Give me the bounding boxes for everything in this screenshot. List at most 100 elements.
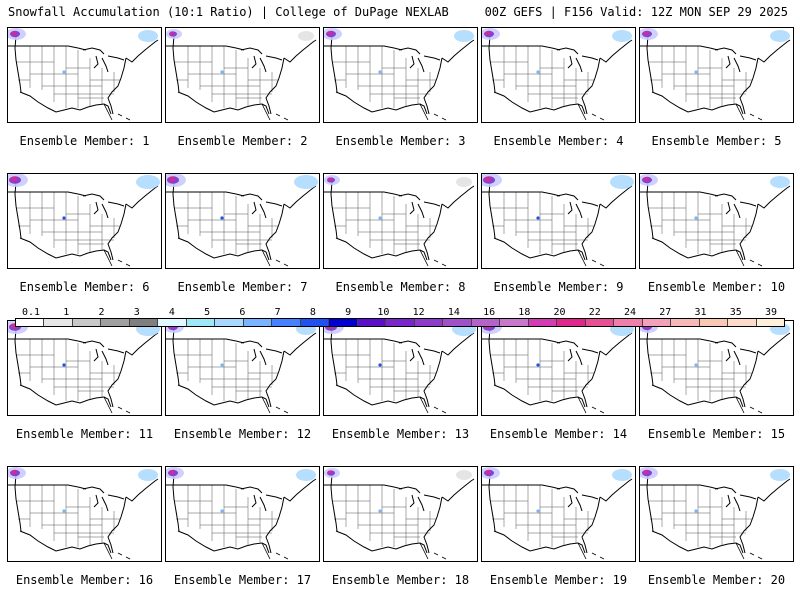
legend-swatch: [585, 319, 615, 326]
legend-tick-label: 35: [729, 307, 742, 318]
snowfall-shading: [166, 29, 314, 74]
legend-tick-label: 12: [412, 307, 425, 318]
ensemble-member-label: Ensemble Member: 16: [15, 573, 154, 587]
ensemble-member-label: Ensemble Member: 4: [493, 134, 624, 148]
legend-swatch: [614, 319, 643, 326]
legend-swatch: [671, 319, 700, 326]
ensemble-member-label: Ensemble Member: 13: [331, 427, 470, 441]
ensemble-member-map: [323, 466, 478, 562]
ensemble-member-label: Ensemble Member: 17: [173, 573, 312, 587]
ensemble-member-map: [639, 27, 794, 123]
legend-tick-label: 20: [553, 307, 566, 318]
legend-swatch: [101, 319, 130, 326]
legend-color-bar: [15, 318, 785, 327]
ensemble-member-label: Ensemble Member: 15: [647, 427, 786, 441]
snowfall-shading: [324, 468, 472, 513]
legend-swatch: [557, 319, 586, 326]
legend-swatch: [471, 319, 501, 326]
snowfall-shading: [8, 467, 158, 513]
legend-tick-label: 10: [377, 307, 390, 318]
ensemble-member-label: Ensemble Member: 10: [647, 280, 786, 294]
snowfall-legend: 0.1 1 2 3 4 5 6 7 8 9 10 12 14 16 18 20 22 24 27 31 35 39: [15, 308, 785, 338]
ensemble-member-label: Ensemble Member: 18: [331, 573, 470, 587]
snowfall-shading: [482, 28, 632, 74]
ensemble-member-label: Ensemble Member: 19: [489, 573, 628, 587]
ensemble-member-map: [639, 466, 794, 562]
ensemble-member-map: [7, 466, 162, 562]
legend-swatch: [414, 319, 444, 326]
ensemble-member-label: Ensemble Member: 9: [493, 280, 624, 294]
legend-tick-label: 4: [168, 307, 175, 318]
snowfall-shading: [166, 467, 316, 513]
snowfall-shading: [166, 174, 318, 220]
ensemble-member-map: [323, 27, 478, 123]
legend-tick-label: 8: [309, 307, 316, 318]
legend-tick-label: 22: [588, 307, 601, 318]
map-title: Snowfall Accumulation (10:1 Ratio) | Col…: [8, 5, 449, 19]
legend-swatch: [642, 319, 672, 326]
legend-swatch: [728, 319, 757, 326]
snowfall-shading: [640, 174, 790, 220]
ensemble-member-map: [165, 320, 320, 416]
ensemble-member-map: [639, 173, 794, 269]
ensemble-member-label: Ensemble Member: 20: [647, 573, 786, 587]
legend-swatch: [44, 319, 73, 326]
legend-swatch: [215, 319, 244, 326]
legend-swatch: [756, 319, 785, 326]
ensemble-member-map: [7, 27, 162, 123]
ensemble-member-label: Ensemble Member: 14: [489, 427, 628, 441]
legend-tick-label: 24: [624, 307, 637, 318]
legend-tick-label: 39: [764, 307, 778, 318]
ensemble-member-map: [481, 27, 636, 123]
snowfall-shading: [8, 174, 160, 220]
snowfall-shading: [324, 28, 474, 74]
legend-swatch: [443, 319, 472, 326]
legend-tick-label: 18: [518, 307, 531, 318]
legend-tick-labels: 0.1 1 2 3 4 5 6 7 8 9 10 12 14 16 18 20 22 24 27 31 35 39: [15, 308, 785, 318]
ensemble-member-map: [165, 173, 320, 269]
snowfall-shading: [8, 28, 158, 74]
valid-time-title: 00Z GEFS | F156 Valid: 12Z MON SEP 29 20…: [484, 5, 788, 19]
legend-swatch: [243, 319, 273, 326]
snowfall-shading: [640, 467, 790, 513]
legend-swatch: [158, 319, 187, 326]
legend-swatch: [186, 319, 216, 326]
legend-swatch: [72, 319, 102, 326]
ensemble-member-label: Ensemble Member: 1: [19, 134, 150, 148]
ensemble-member-label: Ensemble Member: 2: [177, 134, 308, 148]
ensemble-member-map: [7, 173, 162, 269]
legend-swatch: [129, 319, 159, 326]
ensemble-member-label: Ensemble Member: 5: [651, 134, 782, 148]
legend-tick-label: 6: [239, 307, 246, 318]
legend-tick-label: 5: [204, 307, 211, 318]
legend-swatch: [357, 319, 387, 326]
ensemble-member-map: [323, 173, 478, 269]
legend-swatch: [500, 319, 529, 326]
legend-tick-label: 7: [274, 307, 281, 318]
snowfall-shading: [640, 28, 790, 74]
ensemble-member-label: Ensemble Member: 6: [19, 280, 150, 294]
legend-tick-label: 9: [345, 307, 352, 318]
ensemble-member-map: [481, 173, 636, 269]
legend-tick-label: 31: [694, 307, 707, 318]
ensemble-member-map: [165, 466, 320, 562]
legend-swatch: [386, 319, 415, 326]
snowfall-shading: [324, 175, 472, 220]
ensemble-member-map: [481, 466, 636, 562]
ensemble-member-map: [165, 27, 320, 123]
legend-swatch: [699, 319, 729, 326]
legend-swatch: [300, 319, 330, 326]
legend-tick-label: 27: [659, 307, 672, 318]
snowfall-shading: [482, 174, 634, 220]
legend-tick-label: 16: [483, 307, 496, 318]
ensemble-member-label: Ensemble Member: 12: [173, 427, 312, 441]
ensemble-member-label: Ensemble Member: 7: [177, 280, 308, 294]
legend-tick-label: 14: [447, 307, 460, 318]
ensemble-member-map: [7, 320, 162, 416]
ensemble-member-label: Ensemble Member: 3: [335, 134, 466, 148]
ensemble-member-label: Ensemble Member: 11: [15, 427, 154, 441]
ensemble-member-label: Ensemble Member: 8: [335, 280, 466, 294]
legend-tick-label: 1: [63, 307, 70, 318]
legend-swatch: [329, 319, 358, 326]
legend-swatch: [16, 319, 45, 326]
